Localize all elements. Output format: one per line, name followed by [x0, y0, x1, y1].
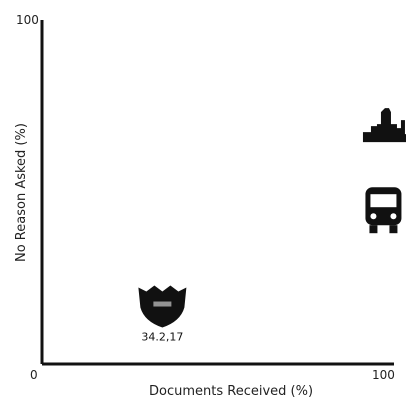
y-tick-100: 100: [16, 13, 39, 27]
y-axis-label: No Reason Asked (%): [14, 123, 29, 262]
x-tick-0: 0: [30, 368, 38, 382]
x-axis-label: Documents Received (%): [149, 384, 313, 399]
scatter-point-city-skyline-icon: [362, 108, 406, 143]
data-label: 34.2,17: [141, 331, 183, 344]
x-tick-100: 100: [372, 368, 395, 382]
scatter-point-bus-icon: [365, 187, 402, 234]
scatter-point-shield-icon: [138, 285, 187, 328]
